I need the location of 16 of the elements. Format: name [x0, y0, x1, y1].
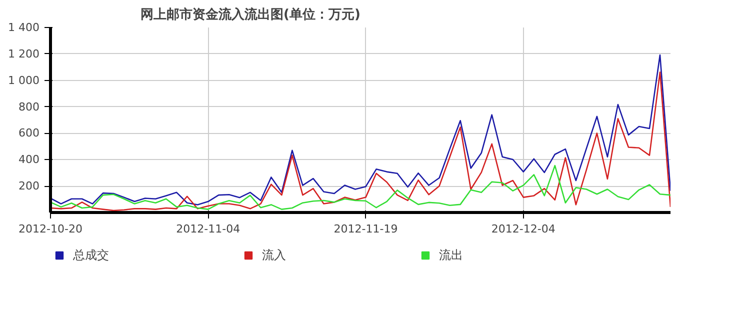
y-tick-label: 1 200: [8, 47, 40, 60]
y-tick-label: 600: [18, 126, 40, 140]
line-series: [50, 164, 670, 210]
legend-label: 总成交: [73, 246, 109, 264]
y-tick-label: 1 000: [8, 74, 40, 87]
y-tick-label: 1 400: [8, 21, 40, 34]
y-tick-label: 400: [18, 153, 40, 166]
x-tick-label: 2012-10-20: [18, 222, 82, 236]
y-tick-label: 800: [18, 100, 40, 114]
legend-label: 流入: [262, 246, 286, 264]
x-tick-label: 2012-11-19: [334, 222, 398, 236]
x-tick-label: 2012-12-04: [491, 222, 556, 236]
y-tick-label: 200: [18, 180, 40, 193]
legend-label: 流出: [439, 246, 463, 264]
chart-title: 网上邮市资金流入流出图(单位：万元): [140, 6, 360, 22]
x-tick-label: 2012-11-04: [176, 222, 240, 236]
